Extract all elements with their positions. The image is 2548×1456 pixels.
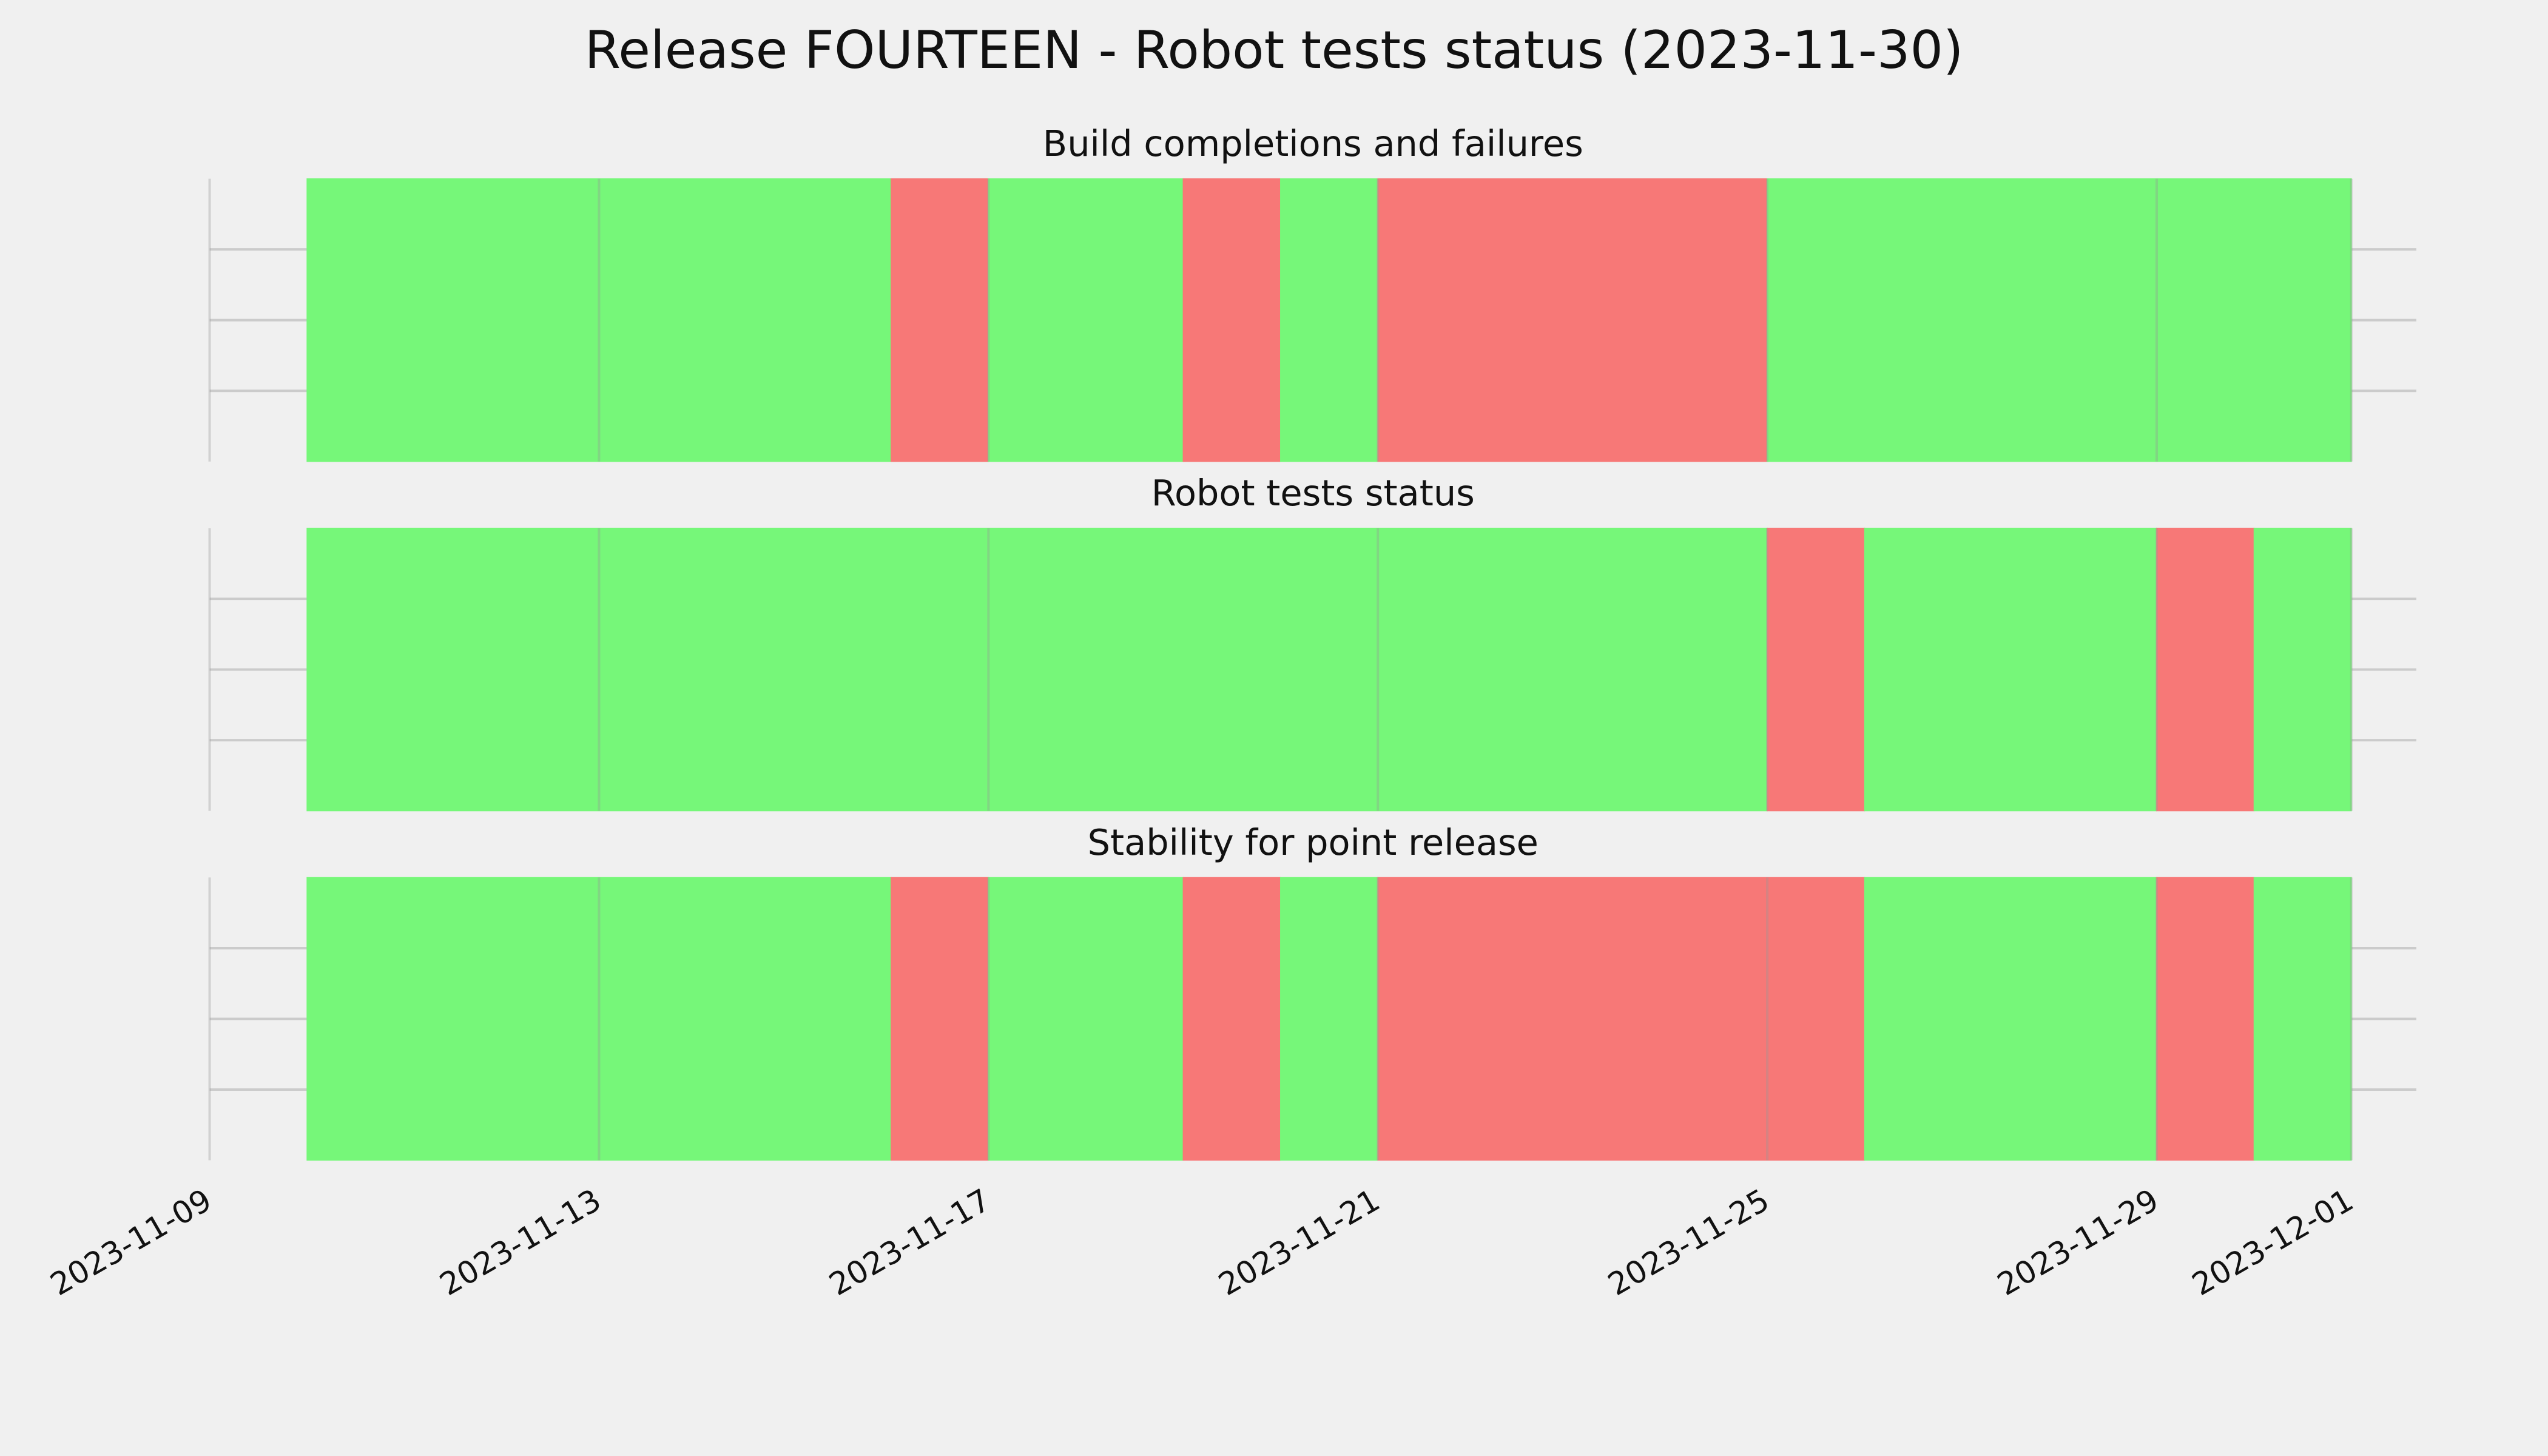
- status-segment: [1377, 178, 1768, 462]
- status-segment: [988, 178, 1184, 462]
- status-segment: [306, 178, 892, 462]
- status-segment: [1377, 877, 1866, 1161]
- status-segment: [1864, 527, 2157, 812]
- panel-title: Stability for point release: [1088, 821, 1539, 863]
- status-segment: [1767, 527, 1866, 812]
- status-segment: [306, 877, 892, 1161]
- status-segment: [1280, 877, 1378, 1161]
- status-segment: [891, 178, 989, 462]
- status-segment: [891, 877, 989, 1161]
- status-segment: [2156, 877, 2255, 1161]
- status-segment: [988, 877, 1184, 1161]
- status-segment: [1767, 178, 2352, 462]
- status-segment: [1182, 178, 1281, 462]
- panel-title: Build completions and failures: [1043, 123, 1583, 164]
- panel-title: Robot tests status: [1151, 472, 1475, 514]
- status-segment: [2156, 527, 2255, 812]
- status-segment: [306, 527, 1768, 812]
- chart-title: Release FOURTEEN - Robot tests status (2…: [585, 20, 1964, 81]
- status-segment: [1280, 178, 1378, 462]
- status-segment: [2253, 877, 2352, 1161]
- status-segment: [2253, 527, 2352, 812]
- status-segment: [1182, 877, 1281, 1161]
- status-segment: [1864, 877, 2157, 1161]
